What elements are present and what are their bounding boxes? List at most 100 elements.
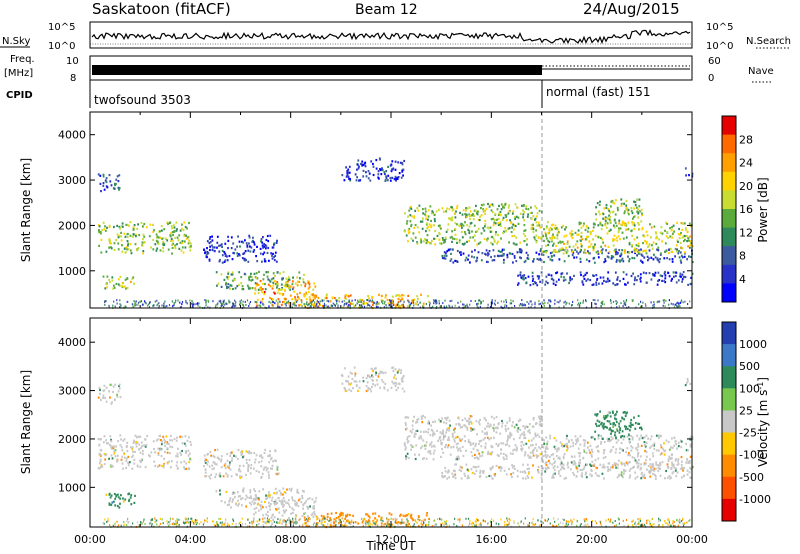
echo-cell <box>326 293 328 296</box>
echo-cell <box>98 444 101 447</box>
echo-cell <box>539 257 542 260</box>
echo-cell <box>110 184 113 187</box>
echo-cell <box>369 179 372 182</box>
echo-cell <box>538 446 540 449</box>
echo-cell <box>554 224 557 227</box>
echo-cell <box>282 493 284 496</box>
echo-cell <box>634 250 637 253</box>
echo-cell <box>269 296 271 299</box>
noise-cell <box>319 302 321 305</box>
echo-cell <box>616 276 619 279</box>
echo-cell <box>223 464 226 467</box>
echo-cell <box>291 499 294 502</box>
echo-cell <box>226 452 229 456</box>
noise-cell <box>460 300 462 303</box>
echo-cell <box>331 296 334 299</box>
echo-cell <box>184 435 187 438</box>
noise-cell <box>369 299 371 302</box>
echo-cell <box>523 454 526 457</box>
echo-cell <box>425 514 428 517</box>
echo-cell <box>254 289 257 292</box>
echo-cell <box>488 452 491 455</box>
echo-cell <box>254 292 256 295</box>
colorbar-segment <box>722 264 736 284</box>
echo-cell <box>229 499 231 502</box>
noise-cell <box>657 300 659 303</box>
echo-cell <box>681 280 683 283</box>
noise-cell <box>518 304 520 307</box>
noise-cell <box>375 305 378 308</box>
echo-cell <box>258 498 260 501</box>
echo-cell <box>567 466 570 469</box>
noise-cell <box>653 305 655 308</box>
echo-cell <box>108 502 111 505</box>
echo-cell <box>404 428 407 431</box>
noise-cell <box>319 300 321 303</box>
noise-cell <box>609 299 612 301</box>
echo-cell <box>596 474 599 477</box>
noise-cell <box>158 305 160 307</box>
echo-cell <box>639 468 642 471</box>
echo-cell <box>253 507 256 510</box>
echo-cell <box>105 453 108 456</box>
echo-cell <box>594 234 597 237</box>
echo-cell <box>560 247 563 250</box>
echo-cell <box>290 512 292 515</box>
echo-cell <box>592 464 595 467</box>
echo-cell <box>230 247 233 250</box>
echo-cell <box>245 461 248 464</box>
echo-cell <box>257 283 260 286</box>
echo-cell <box>688 239 690 242</box>
echo-cell <box>231 273 234 276</box>
echo-cell <box>262 468 265 471</box>
echo-cell <box>609 422 612 425</box>
echo-cell <box>460 253 462 256</box>
noise-cell <box>582 299 584 302</box>
noise-cell <box>285 304 287 307</box>
echo-cell <box>241 497 244 500</box>
echo-cell <box>544 447 547 450</box>
noise-cell <box>494 299 496 302</box>
echo-cell <box>427 428 430 431</box>
echo-cell <box>655 235 658 238</box>
echo-cell <box>345 175 348 178</box>
echo-cell <box>534 282 537 285</box>
echo-cell <box>582 439 585 442</box>
echo-cell <box>609 215 611 218</box>
echo-cell <box>461 438 464 441</box>
echo-cell <box>479 215 482 218</box>
echo-cell <box>539 280 541 283</box>
echo-cell <box>515 260 518 263</box>
echo-cell <box>549 252 552 255</box>
echo-cell <box>646 234 649 237</box>
echo-cell <box>413 415 415 418</box>
echo-cell <box>282 505 284 508</box>
echo-cell <box>631 438 634 441</box>
echo-cell <box>630 209 633 213</box>
echo-cell <box>400 513 402 516</box>
noise-cell <box>505 299 507 301</box>
noise-cell <box>678 302 680 305</box>
echo-cell <box>394 175 397 178</box>
echo-cell <box>599 200 601 203</box>
echo-cell <box>560 272 563 275</box>
noise-cell <box>192 521 195 524</box>
echo-cell <box>516 469 519 472</box>
nsky-panel-frame <box>89 21 693 49</box>
noise-cell <box>668 519 670 522</box>
echo-cell <box>121 282 124 285</box>
noise-cell <box>436 301 438 304</box>
cpid-segment-1: twofsound 3503 <box>94 93 191 107</box>
echo-cell <box>249 287 252 290</box>
echo-cell <box>461 213 464 216</box>
echo-cell <box>277 289 280 292</box>
echo-cell <box>668 251 670 255</box>
echo-cell <box>444 257 447 260</box>
noise-cell <box>677 301 679 304</box>
echo-cell <box>152 223 154 226</box>
echo-cell <box>300 284 303 287</box>
echo-cell <box>272 284 275 287</box>
noise-cell <box>164 305 166 308</box>
echo-cell <box>573 274 575 277</box>
echo-cell <box>543 228 545 231</box>
